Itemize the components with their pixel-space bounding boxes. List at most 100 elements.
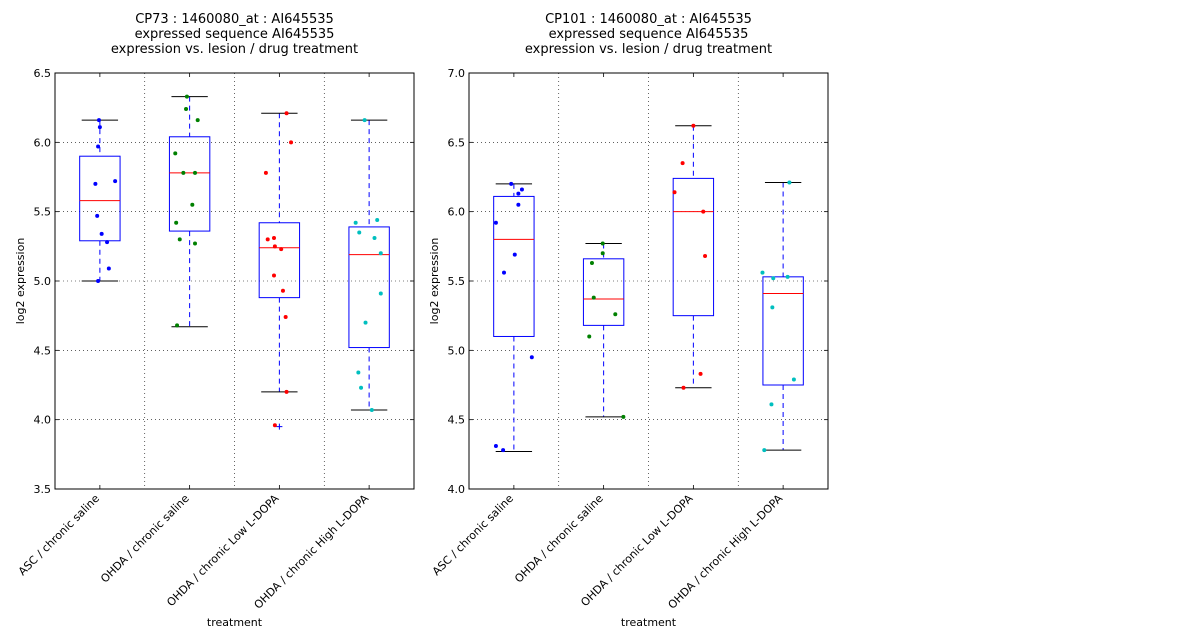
data-point: [501, 448, 506, 453]
data-point: [769, 402, 774, 407]
data-point: [613, 312, 618, 317]
data-point: [369, 407, 374, 412]
data-point: [106, 266, 111, 271]
y-tick-label: 4.0: [34, 414, 52, 427]
data-point: [691, 123, 696, 128]
data-point: [173, 151, 178, 156]
chart-title-line: expressed sequence AI645535: [549, 27, 749, 42]
data-point: [512, 252, 517, 257]
y-tick-label: 4.5: [448, 414, 466, 427]
data-point: [193, 241, 198, 246]
data-point: [105, 240, 110, 245]
data-point: [791, 377, 796, 382]
y-tick-label: 5.5: [448, 275, 466, 288]
data-point: [516, 191, 521, 196]
iqr-box: [168, 136, 211, 232]
y-tick-label: 6.0: [448, 206, 466, 219]
plot-frame: [468, 72, 829, 490]
data-point: [787, 180, 792, 185]
data-point: [284, 389, 289, 394]
x-axis-label: treatment: [207, 616, 263, 629]
plot-frame: [54, 72, 415, 490]
data-point: [195, 118, 200, 123]
data-point: [362, 118, 367, 123]
iqr-box: [348, 226, 390, 349]
data-point: [190, 202, 195, 207]
data-point: [184, 107, 189, 112]
iqr-box: [762, 276, 804, 386]
data-point: [762, 448, 767, 453]
chart-title-line: CP73 : 1460080_at : AI645535: [135, 12, 334, 27]
data-point: [502, 270, 507, 275]
data-point: [493, 444, 498, 449]
data-point: [95, 213, 100, 218]
data-point: [701, 209, 706, 214]
y-axis-label: log2 expression: [14, 238, 27, 325]
data-point: [672, 190, 677, 195]
data-point: [493, 220, 498, 225]
data-point: [181, 170, 186, 175]
data-point: [591, 295, 596, 300]
y-tick-label: 3.5: [34, 483, 52, 496]
y-tick-label: 5.5: [34, 206, 52, 219]
iqr-box: [582, 258, 625, 326]
y-tick-label: 5.0: [448, 344, 466, 357]
data-point: [353, 220, 358, 225]
box-series: [672, 123, 715, 390]
data-point: [263, 170, 268, 175]
data-point: [284, 111, 289, 116]
y-tick-label: 5.0: [34, 275, 52, 288]
data-point: [283, 315, 288, 320]
data-point: [516, 202, 521, 207]
data-point: [587, 334, 592, 339]
data-point: [600, 241, 605, 246]
data-point: [760, 270, 765, 275]
data-point: [703, 254, 708, 259]
data-point: [177, 237, 182, 242]
y-tick-label: 6.5: [448, 136, 466, 149]
data-point: [509, 181, 514, 186]
data-point: [359, 385, 364, 390]
data-point: [96, 279, 101, 283]
data-point: [621, 414, 626, 419]
data-point: [681, 385, 686, 390]
data-point: [193, 170, 198, 175]
x-tick-label: OHDA / chronic saline: [98, 492, 192, 586]
data-point: [271, 273, 276, 278]
box-series: [760, 180, 804, 453]
data-point: [375, 217, 380, 222]
data-point: [529, 355, 534, 360]
y-tick-label: 4.0: [448, 483, 466, 496]
data-point: [113, 179, 118, 184]
data-point: [785, 274, 790, 279]
y-axis-label: log2 expression: [428, 238, 441, 325]
data-point: [589, 260, 594, 265]
data-point: [770, 305, 775, 310]
data-point: [289, 140, 294, 145]
data-point: [600, 251, 605, 256]
y-tick-label: 4.5: [34, 344, 52, 357]
data-point: [265, 237, 270, 242]
data-point: [175, 323, 180, 328]
data-point: [280, 288, 285, 293]
data-point: [378, 291, 383, 296]
y-tick-label: 6.5: [34, 67, 52, 80]
y-tick-label: 7.0: [448, 67, 466, 80]
iqr-box: [672, 177, 715, 317]
box-series: [348, 118, 390, 412]
data-point: [174, 220, 179, 225]
iqr-box: [493, 195, 535, 337]
box-series: [79, 118, 121, 283]
chart-title-line: expression vs. lesion / drug treatment: [111, 42, 358, 57]
data-point: [279, 247, 284, 252]
iqr-box: [79, 155, 121, 242]
data-point: [97, 125, 102, 130]
y-tick-label: 6.0: [34, 136, 52, 149]
data-point: [698, 371, 703, 376]
data-point: [378, 251, 383, 256]
data-point: [272, 244, 277, 249]
data-point: [771, 276, 776, 281]
